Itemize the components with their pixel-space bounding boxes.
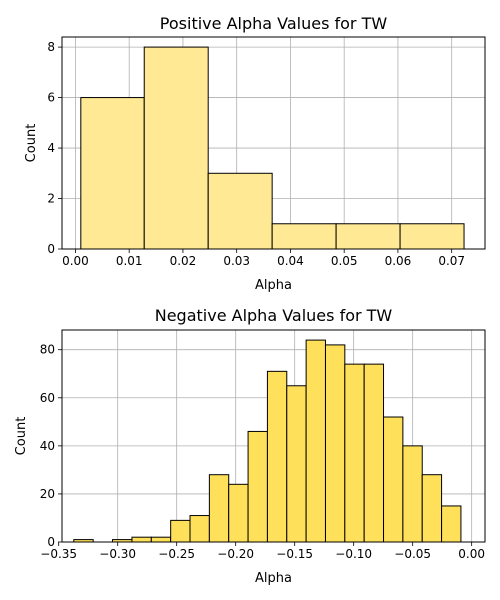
x-tick-label: −0.10	[335, 547, 372, 561]
histogram-bar	[363, 363, 385, 543]
x-tick-label: 0.05	[331, 254, 358, 268]
negative-alpha-histogram: −0.35 −0.30 −0.25 −0.20 −0.15 −0.10 −0.05 0.00 …	[14, 306, 486, 586]
x-tick-label: 0.02	[170, 254, 197, 268]
histogram-bar	[399, 223, 465, 250]
histogram-bar	[247, 430, 268, 543]
histogram-bars	[80, 46, 465, 250]
x-tick-label: −0.15	[276, 547, 313, 561]
y-tick-label: 0	[47, 535, 55, 549]
histogram-bar	[266, 370, 288, 543]
y-axis-label: Count	[24, 124, 39, 163]
histogram-bar	[402, 445, 423, 543]
y-tick-label: 6	[47, 91, 55, 105]
x-tick-label: −0.20	[217, 547, 254, 561]
x-tick-label: 0.03	[223, 254, 250, 268]
x-axis-label: Alpha	[255, 278, 292, 293]
y-tick-label: 20	[40, 487, 55, 501]
histogram-bar	[383, 416, 404, 543]
chart-title: Negative Alpha Values for TW	[155, 306, 393, 325]
histogram-bars	[73, 339, 462, 543]
x-tick-label: 0.00	[62, 254, 89, 268]
histogram-bar	[150, 536, 172, 543]
y-tick-label: 4	[47, 141, 55, 155]
x-axis-label: Alpha	[255, 571, 292, 586]
y-axis-label: Count	[14, 417, 29, 456]
x-tick-label: 0.00	[458, 547, 485, 561]
histogram-bar	[324, 344, 346, 543]
histogram-bar	[421, 474, 443, 543]
x-tick-label: −0.05	[394, 547, 431, 561]
y-tick-label: 8	[47, 40, 55, 54]
histogram-bar	[131, 536, 152, 543]
histogram-bar	[143, 46, 209, 250]
y-ticks: 0 2 4 6 8	[47, 40, 62, 256]
x-tick-label: 0.04	[277, 254, 304, 268]
axes-frame	[61, 329, 486, 543]
histogram-bar	[286, 385, 307, 543]
histogram-bar	[335, 223, 401, 250]
y-tick-label: 60	[40, 391, 55, 405]
histogram-bar	[80, 97, 145, 250]
y-tick-label: 80	[40, 343, 55, 357]
histogram-bar	[207, 172, 273, 250]
chart-title: Positive Alpha Values for TW	[160, 14, 388, 33]
histogram-bar	[189, 515, 210, 543]
histogram-bar	[208, 474, 230, 543]
y-tick-label: 0	[47, 242, 55, 256]
x-ticks: 0.00 0.01 0.02 0.03 0.04 0.05 0.06 0.07	[62, 249, 465, 268]
x-tick-label: 0.01	[116, 254, 143, 268]
y-tick-label: 40	[40, 439, 55, 453]
axes-frame	[61, 36, 486, 250]
histogram-bar	[170, 519, 191, 543]
x-ticks: −0.35 −0.30 −0.25 −0.20 −0.15 −0.10 −0.05 0.00	[40, 542, 485, 561]
histogram-bar	[271, 223, 337, 250]
histogram-bar	[344, 363, 365, 543]
histogram-bar	[305, 339, 326, 543]
positive-alpha-histogram: 0.00 0.01 0.02 0.03 0.04 0.05 0.06 0.07 0 2 4 6 8 P…	[24, 14, 486, 293]
y-tick-label: 2	[47, 192, 55, 206]
histogram-bar	[228, 483, 249, 543]
x-tick-label: −0.30	[99, 547, 136, 561]
x-tick-label: −0.35	[40, 547, 77, 561]
x-tick-label: −0.25	[158, 547, 195, 561]
histogram-bar	[441, 505, 462, 543]
x-tick-label: 0.07	[438, 254, 465, 268]
y-ticks: 0 20 40 60 80	[40, 343, 62, 549]
x-tick-label: 0.06	[385, 254, 412, 268]
